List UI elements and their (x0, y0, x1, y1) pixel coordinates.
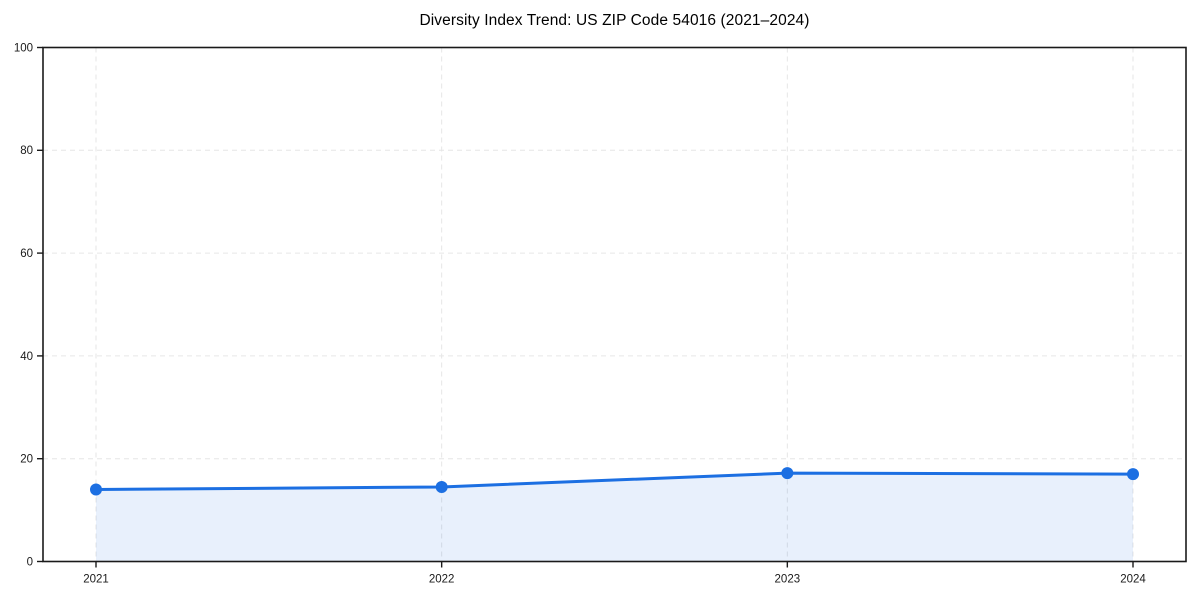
x-tick-label: 2021 (83, 574, 109, 586)
y-tick-label: 80 (20, 145, 33, 157)
plot-border (42, 46, 1187, 563)
chart-title: Diversity Index Trend: US ZIP Code 54016… (419, 12, 810, 29)
y-tick-label: 0 (27, 556, 33, 568)
y-tick-label: 60 (20, 248, 33, 260)
data-point-marker (1127, 468, 1139, 481)
y-tick-label: 20 (20, 454, 33, 466)
y-tick-label: 40 (20, 351, 33, 363)
x-tick-label: 2024 (1120, 574, 1146, 586)
trend-line (94, 471, 1135, 492)
data-point-marker (90, 483, 102, 496)
x-tick-label: 2023 (775, 574, 801, 586)
area-fill (96, 473, 1133, 562)
data-point-marker (435, 480, 448, 493)
y-tick-label: 100 (14, 42, 33, 54)
x-tick-label: 2022 (429, 574, 455, 586)
data-point-marker (781, 467, 794, 480)
